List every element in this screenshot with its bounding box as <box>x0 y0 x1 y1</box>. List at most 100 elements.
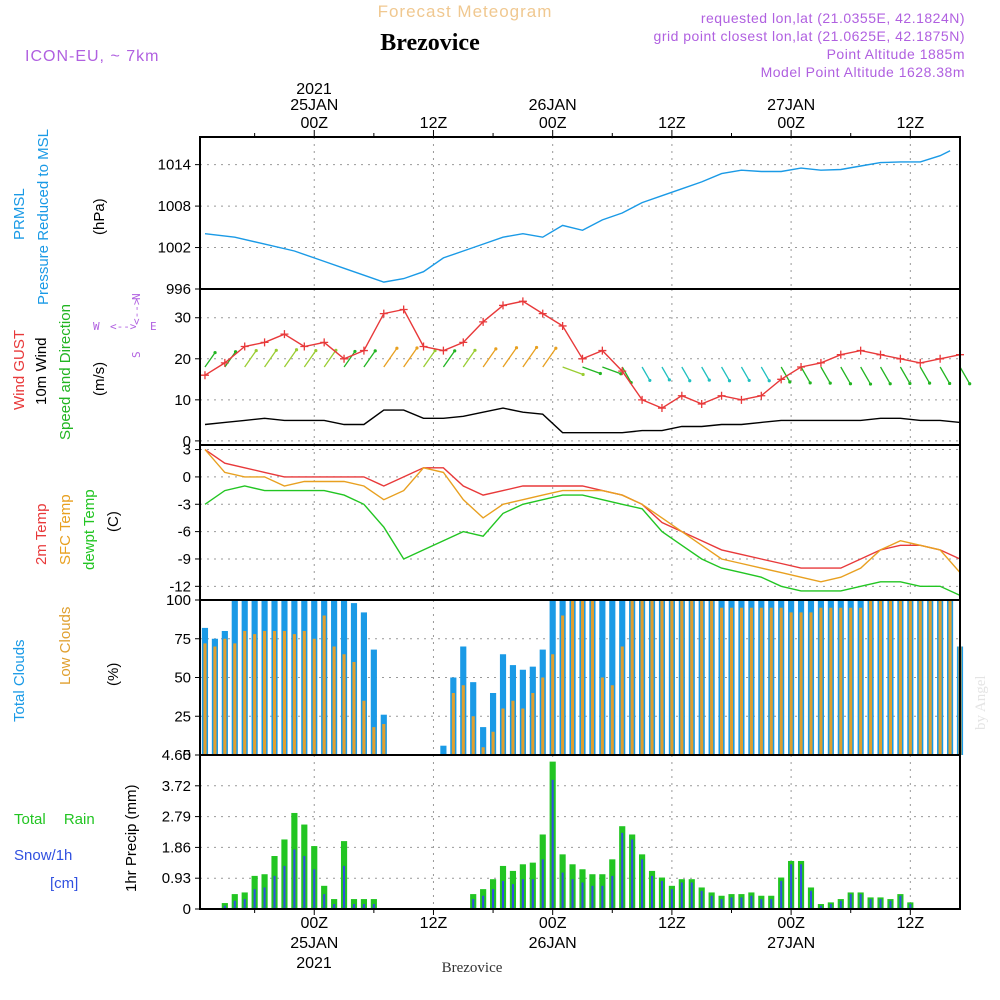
snow-bar <box>780 880 783 909</box>
y-tick-label-wind: 10 <box>174 392 191 409</box>
top-hour-label: 00Z <box>300 115 328 132</box>
y-tick-label-clouds: 25 <box>174 708 191 725</box>
snow-bar <box>879 899 882 909</box>
wind-gust-marker <box>499 301 508 310</box>
wind-direction-arrow <box>959 366 971 385</box>
snow-bar <box>482 895 485 909</box>
wind-arrow-head <box>688 379 692 383</box>
total-cloud-bar <box>499 654 507 755</box>
snow-bar <box>889 900 892 909</box>
wind-arrow-head <box>667 378 671 382</box>
snow-bar <box>859 894 862 909</box>
wind-arrow-head <box>514 346 519 350</box>
wind-gust-marker <box>598 346 607 355</box>
wind-arrow-head <box>294 348 299 352</box>
snow-bar <box>293 849 296 909</box>
low-cloud-bar <box>561 615 565 755</box>
clouds-unit: (%) <box>105 663 122 686</box>
snow-bar <box>680 882 683 909</box>
low-cloud-bar <box>372 727 376 755</box>
wind-direction-arrow <box>244 350 257 368</box>
wind-gust-marker <box>558 321 567 330</box>
wind-direction-arrow <box>760 366 770 382</box>
snow-bar <box>641 859 644 909</box>
wind-direction-arrow <box>283 349 298 368</box>
snow-bar <box>819 905 822 909</box>
wind-direction-arrow <box>403 347 418 368</box>
low-cloud-bar <box>749 607 753 755</box>
wind-direction-arrow <box>343 351 356 368</box>
snow-bar <box>313 869 316 909</box>
wind-arrow-head <box>353 349 357 354</box>
low-cloud-bar <box>918 600 922 755</box>
wind-direction-arrow <box>602 366 622 375</box>
wind-direction-arrow <box>542 347 557 368</box>
low-cloud-bar <box>779 607 783 755</box>
wind-direction-arrow <box>303 350 317 368</box>
wind-arrow-head <box>767 379 771 383</box>
total-cloud-bar <box>480 727 487 755</box>
prmsl-label: PRMSL <box>11 188 28 240</box>
snow-bar <box>839 900 842 909</box>
model-altitude: Model Point Altitude 1628.38m <box>761 64 965 80</box>
wind-gust-marker <box>638 395 647 404</box>
wind-direction-arrow <box>522 347 538 368</box>
snow-bar <box>253 889 256 909</box>
precip-axis-label: 1hr Precip (mm) <box>123 784 140 892</box>
point-altitude: Point Altitude 1885m <box>827 46 965 62</box>
wind-direction-arrow <box>721 366 731 382</box>
wind-direction-arrow <box>879 366 891 385</box>
wind-gust-marker <box>896 354 905 363</box>
low-cloud-bar <box>511 700 515 755</box>
wind-gust-marker <box>419 342 428 351</box>
low-cloud-bar <box>551 654 555 755</box>
wind-gust-marker <box>876 350 885 359</box>
wind-direction-arrow <box>442 350 456 368</box>
wind-direction-arrow <box>562 366 584 376</box>
top-hour-label: 12Z <box>420 115 448 132</box>
wind-arrow-head <box>554 346 558 350</box>
wind-gust-marker <box>340 354 349 363</box>
wind-direction-arrow <box>641 366 651 381</box>
wind-gust-marker <box>280 330 289 339</box>
wind-arrow-head <box>948 381 952 386</box>
snow-bar <box>343 865 346 909</box>
temp-unit: (C) <box>105 511 122 532</box>
low-cloud-bar <box>342 654 346 755</box>
low-cloud-bar <box>908 600 912 755</box>
wind-direction-arrow <box>840 366 852 385</box>
sfc-temp-line <box>204 449 961 583</box>
wind-arrow-head <box>373 349 377 353</box>
wind-dir-label: Speed and Direction <box>57 304 74 440</box>
wind-arrow-head <box>828 381 832 385</box>
wind-direction-arrow <box>462 349 476 368</box>
wind-gust-marker <box>439 346 448 355</box>
low-cloud-bar <box>739 607 743 755</box>
low-cloud-bar <box>481 747 485 755</box>
wind-arrow-head <box>908 381 912 386</box>
wind-gust-marker <box>220 358 229 367</box>
compass-east: E <box>150 320 157 333</box>
snow-bar <box>869 899 872 909</box>
wind-arrow-head <box>453 349 457 353</box>
bottom-hour-label: 12Z <box>897 915 925 932</box>
wind-arrow-head <box>534 345 539 350</box>
low-cloud-bar <box>580 600 585 755</box>
wind-arrow-head <box>727 379 732 383</box>
snow-bar <box>541 859 544 909</box>
wind-direction-arrow <box>939 366 951 384</box>
requested-coords: requested lon,lat (21.0355E, 42.1824N) <box>701 10 965 26</box>
wind-gust-marker <box>757 391 766 400</box>
snow-bar <box>333 904 336 909</box>
low-cloud-bar <box>630 600 634 755</box>
low-cloud-bar <box>590 600 594 755</box>
snow-bar <box>660 880 663 909</box>
wind-direction-arrow <box>820 366 831 384</box>
wind-direction-arrow <box>860 366 872 385</box>
dewpt-line <box>204 485 961 597</box>
y-tick-label-temp: 0 <box>183 469 191 486</box>
wind-direction-arrow <box>482 348 497 368</box>
wind-gust-line <box>204 300 961 409</box>
wind-gust-marker <box>459 338 468 347</box>
snow-bar <box>790 864 793 909</box>
